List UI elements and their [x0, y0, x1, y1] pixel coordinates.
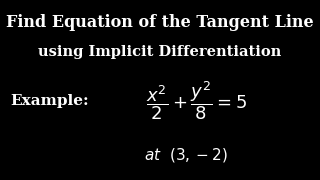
- Text: $\dfrac{x^2}{2} + \dfrac{y^2}{8} = 5$: $\dfrac{x^2}{2} + \dfrac{y^2}{8} = 5$: [146, 79, 247, 122]
- Text: $at \ \ (3, -2)$: $at \ \ (3, -2)$: [144, 146, 228, 164]
- Text: Find Equation of the Tangent Line: Find Equation of the Tangent Line: [6, 14, 314, 31]
- Text: Example:: Example:: [10, 94, 89, 108]
- Text: using Implicit Differentiation: using Implicit Differentiation: [38, 45, 282, 59]
